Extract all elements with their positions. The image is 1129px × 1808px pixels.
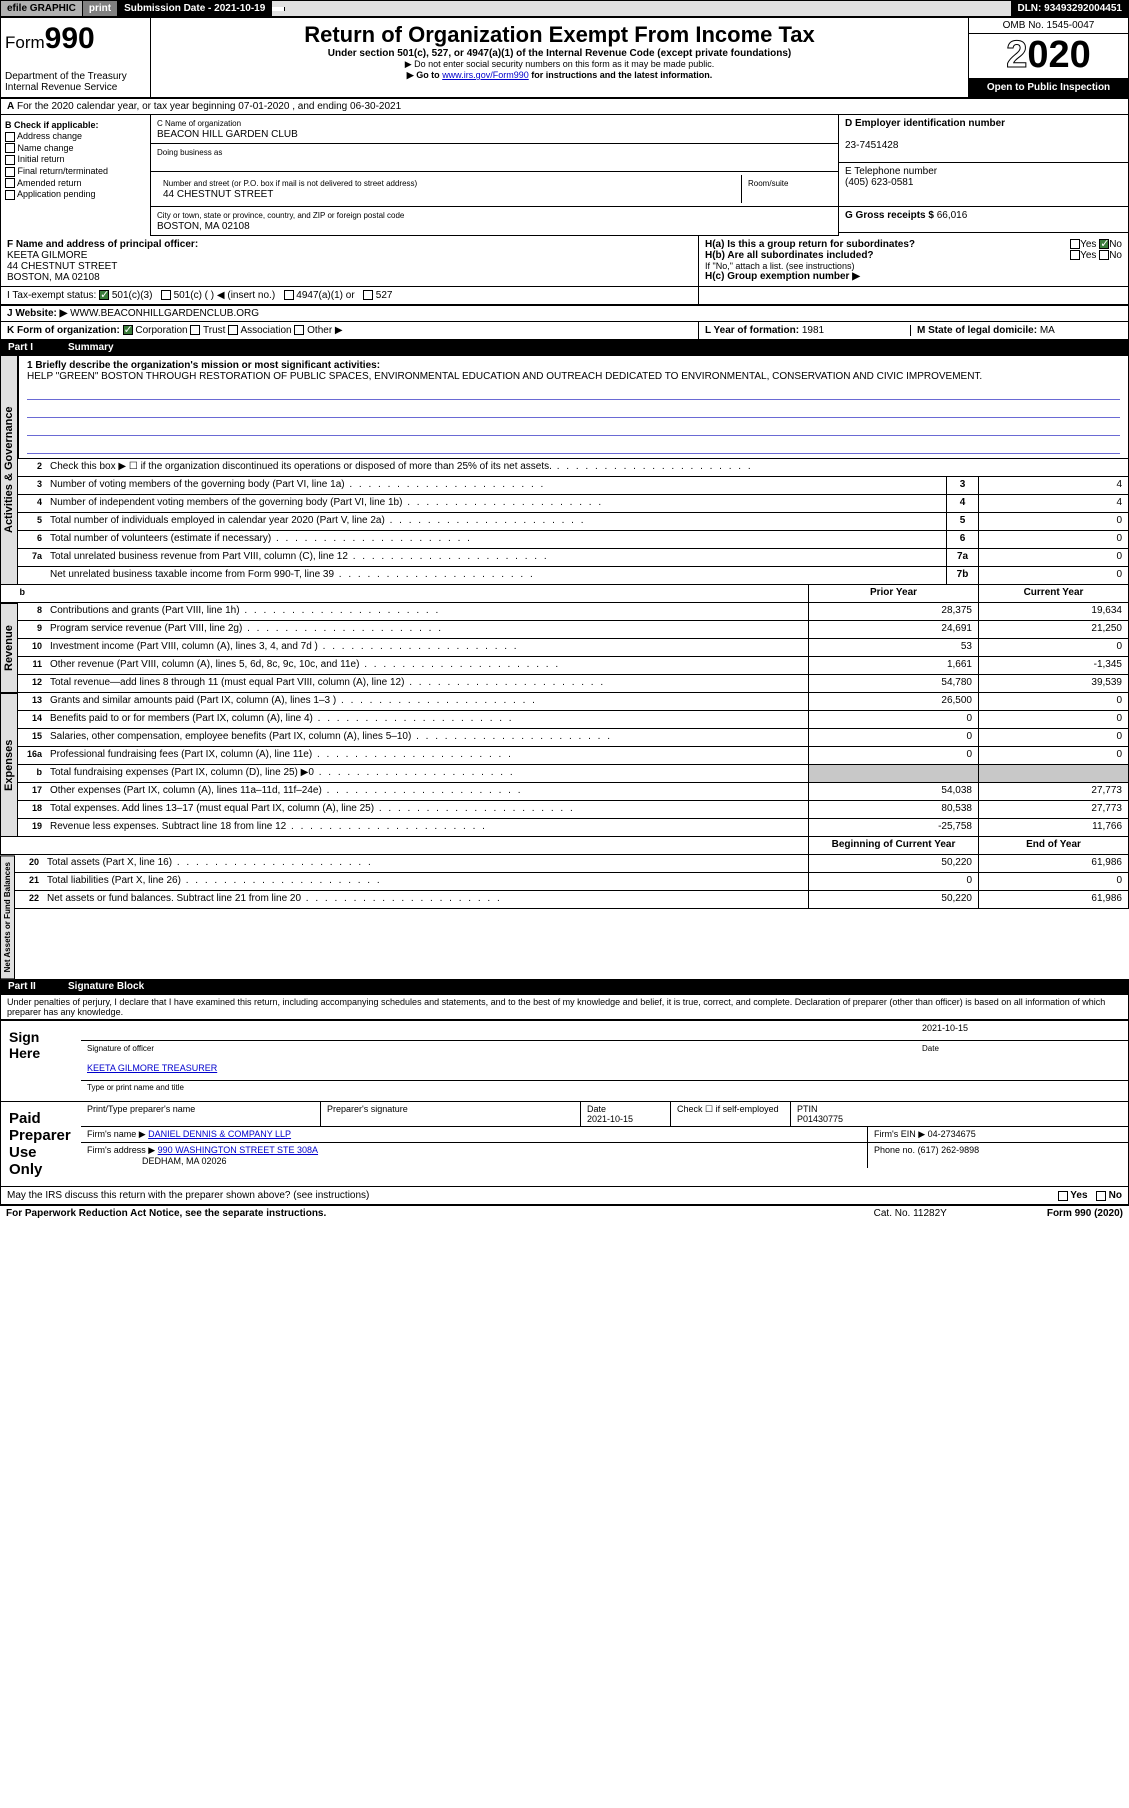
gross-receipts: G Gross receipts $ 66,016: [839, 207, 1128, 233]
checkbox-address-change[interactable]: Address change: [5, 131, 146, 142]
row-b-label: b: [1, 585, 29, 602]
revenue-line-10: 10Investment income (Part VIII, column (…: [18, 639, 1129, 657]
gov-line-4: 4Number of independent voting members of…: [18, 495, 1129, 513]
firm-addr-link[interactable]: 990 WASHINGTON STREET STE 308A: [158, 1145, 318, 1155]
expense-line-16a: 16aProfessional fundraising fees (Part I…: [18, 747, 1129, 765]
revenue-tab: Revenue: [0, 603, 18, 693]
expense-line-18: 18Total expenses. Add lines 13–17 (must …: [18, 801, 1129, 819]
part1-header: Part ISummary: [0, 340, 1129, 355]
signature-block: Sign Here 2021-10-15 Signature of office…: [0, 1020, 1129, 1205]
governance-section: Activities & Governance 1 Briefly descri…: [0, 355, 1129, 585]
phone-box: E Telephone number(405) 623-0581: [839, 163, 1128, 207]
net-line-22: 22Net assets or fund balances. Subtract …: [15, 891, 1129, 909]
expense-line-19: 19Revenue less expenses. Subtract line 1…: [18, 819, 1129, 837]
efile-button[interactable]: efile GRAPHIC: [1, 1, 83, 16]
goto-link-line: ▶ Go to www.irs.gov/Form990 for instruct…: [155, 70, 964, 81]
dept-treasury: Department of the Treasury: [5, 71, 146, 82]
governance-tab: Activities & Governance: [0, 355, 18, 585]
submission-date-blank: [272, 7, 285, 11]
row-f-h: F Name and address of principal officer:…: [0, 236, 1129, 287]
checkbox-final-return-terminated[interactable]: Final return/terminated: [5, 166, 146, 177]
dln-label: DLN: 93493292004451: [1011, 1, 1128, 16]
row-k-l-m: K Form of organization: Corporation Trus…: [0, 322, 1129, 340]
expense-line-b: bTotal fundraising expenses (Part IX, co…: [18, 765, 1129, 783]
checkbox-amended-return[interactable]: Amended return: [5, 178, 146, 189]
net-line-21: 21Total liabilities (Part X, line 26)00: [15, 873, 1129, 891]
part2-header: Part IISignature Block: [0, 979, 1129, 994]
dept-irs: Internal Revenue Service: [5, 82, 146, 93]
revenue-line-11: 11Other revenue (Part VIII, column (A), …: [18, 657, 1129, 675]
ein-box: D Employer identification number23-74514…: [839, 115, 1128, 163]
row-a-tax-year: A For the 2020 calendar year, or tax yea…: [0, 98, 1129, 115]
net-assets-section: Net Assets or Fund Balances 20Total asse…: [0, 855, 1129, 979]
expenses-tab: Expenses: [0, 693, 18, 837]
expense-line-14: 14Benefits paid to or for members (Part …: [18, 711, 1129, 729]
print-button[interactable]: print: [83, 1, 118, 16]
mission-box: 1 Briefly describe the organization's mi…: [18, 355, 1129, 459]
box-b-checkboxes: B Check if applicable: Address change Na…: [1, 115, 151, 236]
revenue-line-9: 9Program service revenue (Part VIII, lin…: [18, 621, 1129, 639]
sign-here-label: Sign Here: [1, 1021, 81, 1101]
form-title: Return of Organization Exempt From Incom…: [155, 22, 964, 48]
top-bar: efile GRAPHIC print Submission Date - 20…: [0, 0, 1129, 17]
gov-line-2: 2Check this box ▶ ☐ if the organization …: [18, 459, 1129, 477]
gov-line-7a: 7aTotal unrelated business revenue from …: [18, 549, 1129, 567]
gov-line-3: 3Number of voting members of the governi…: [18, 477, 1129, 495]
expenses-section: Expenses 13Grants and similar amounts pa…: [0, 693, 1129, 837]
gov-line-5: 5Total number of individuals employed in…: [18, 513, 1129, 531]
principal-officer: F Name and address of principal officer:…: [1, 236, 698, 286]
city-row: City or town, state or province, country…: [151, 207, 838, 236]
expense-line-17: 17Other expenses (Part IX, column (A), l…: [18, 783, 1129, 801]
open-public: Open to Public Inspection: [969, 77, 1128, 97]
expense-line-13: 13Grants and similar amounts paid (Part …: [18, 693, 1129, 711]
omb-number: OMB No. 1545-0047: [969, 18, 1128, 34]
gov-line-6: 6Total number of volunteers (estimate if…: [18, 531, 1129, 549]
org-name-row: C Name of organization BEACON HILL GARDE…: [151, 115, 838, 144]
ssn-warning: ▶ Do not enter social security numbers o…: [155, 59, 964, 70]
page-footer: For Paperwork Reduction Act Notice, see …: [0, 1205, 1129, 1221]
form-header: Form990 Department of the Treasury Inter…: [0, 17, 1129, 98]
checkbox-name-change[interactable]: Name change: [5, 143, 146, 154]
entity-info-grid: B Check if applicable: Address change Na…: [0, 115, 1129, 236]
address-row: Number and street (or P.O. box if mail i…: [151, 172, 838, 207]
firm-link[interactable]: DANIEL DENNIS & COMPANY LLP: [148, 1129, 291, 1139]
revenue-line-12: 12Total revenue—add lines 8 through 11 (…: [18, 675, 1129, 693]
group-return-box: H(a) Is this a group return for subordin…: [698, 236, 1128, 286]
gov-line-7b: Net unrelated business taxable income fr…: [18, 567, 1129, 585]
dba-row: Doing business as: [151, 144, 838, 172]
checkbox-application-pending[interactable]: Application pending: [5, 189, 146, 200]
tax-year: 2020: [969, 34, 1128, 77]
year-col-headers: b Prior Year Current Year: [0, 585, 1129, 603]
row-i-tax-status: I Tax-exempt status: 501(c)(3) 501(c) ( …: [0, 287, 1129, 305]
irs-link[interactable]: www.irs.gov/Form990: [442, 70, 529, 80]
officer-name-link[interactable]: KEETA GILMORE TREASURER: [87, 1063, 1122, 1078]
row-j-website: J Website: ▶ WWW.BEACONHILLGARDENCLUB.OR…: [0, 305, 1129, 322]
net-assets-tab: Net Assets or Fund Balances: [0, 855, 15, 979]
org-name: BEACON HILL GARDEN CLUB: [157, 129, 298, 140]
submission-date: Submission Date - 2021-10-19: [118, 1, 272, 16]
paid-preparer-label: Paid Preparer Use Only: [1, 1102, 81, 1186]
form-number: Form990: [5, 22, 146, 56]
revenue-section: Revenue 8Contributions and grants (Part …: [0, 603, 1129, 693]
net-col-headers: Beginning of Current Year End of Year: [0, 837, 1129, 855]
expense-line-15: 15Salaries, other compensation, employee…: [18, 729, 1129, 747]
revenue-line-8: 8Contributions and grants (Part VIII, li…: [18, 603, 1129, 621]
form-subtitle: Under section 501(c), 527, or 4947(a)(1)…: [155, 48, 964, 59]
501c3-checkbox[interactable]: [99, 290, 109, 300]
penalty-statement: Under penalties of perjury, I declare th…: [0, 994, 1129, 1020]
net-line-20: 20Total assets (Part X, line 16)50,22061…: [15, 855, 1129, 873]
checkbox-initial-return[interactable]: Initial return: [5, 154, 146, 165]
discuss-row: May the IRS discuss this return with the…: [1, 1187, 1128, 1204]
